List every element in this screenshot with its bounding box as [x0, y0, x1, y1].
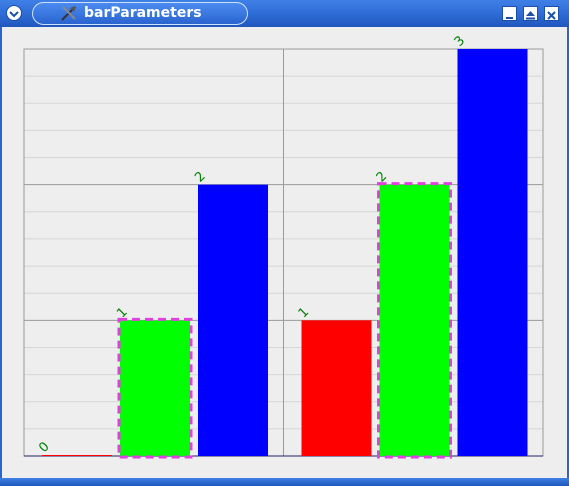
title-pill — [32, 2, 248, 25]
bar-value-label: 0 — [36, 439, 52, 455]
bar-blue — [198, 184, 268, 456]
bar-value-label: 2 — [192, 169, 208, 185]
minimize-icon — [506, 17, 513, 19]
bar-chart: 0 1 2 1 2 3 — [23, 33, 544, 459]
window-title: barParameters — [84, 5, 202, 21]
bar-blue — [457, 49, 528, 456]
bar-red — [42, 455, 112, 456]
app-icon — [61, 6, 76, 21]
bar-red — [301, 320, 372, 456]
window-menu-button[interactable] — [6, 5, 22, 21]
bar-value-label: 1 — [114, 305, 130, 321]
bar-value-label: 2 — [374, 169, 390, 185]
client-area: 0 1 2 1 2 3 — [2, 27, 567, 478]
minimize-button[interactable] — [502, 6, 517, 21]
bar-green — [379, 184, 450, 456]
window-border-left — [0, 27, 2, 482]
maximize-button[interactable] — [523, 6, 538, 21]
close-icon — [547, 11, 556, 20]
window-border-bottom — [0, 478, 569, 486]
bar-value-label: 1 — [296, 305, 312, 321]
chevron-down-icon — [9, 11, 19, 18]
title-bar[interactable]: barParameters — [0, 0, 569, 27]
bar-highlight-outline — [377, 182, 452, 459]
bar-value-label: 3 — [452, 33, 468, 49]
window-border-right — [567, 27, 569, 482]
bar-green — [120, 320, 190, 456]
maximize-icon — [526, 11, 535, 20]
close-button[interactable] — [544, 6, 559, 21]
